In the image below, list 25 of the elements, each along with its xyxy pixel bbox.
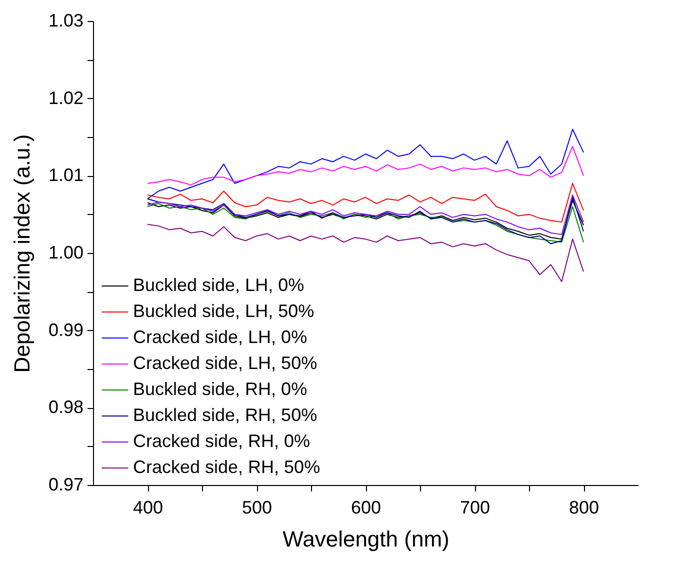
legend-label: Cracked side, LH, 50% — [133, 353, 318, 373]
x-axis-title: Wavelength (nm) — [282, 526, 450, 552]
x-tick-label: 500 — [242, 498, 272, 518]
y-tick-label: 1.00 — [48, 242, 84, 262]
y-tick-label: 0.99 — [48, 320, 84, 340]
y-tick-label: 0.97 — [48, 474, 84, 494]
y-tick-label: 0.98 — [48, 397, 84, 418]
y-tick-label: 1.03 — [48, 10, 84, 30]
y-axis-title: Depolarizing index (a.u.) — [9, 134, 34, 373]
legend-label: Buckled side, RH, 0% — [133, 379, 308, 399]
x-tick-label: 800 — [568, 498, 600, 518]
legend-label: Cracked side, RH, 50% — [133, 457, 320, 477]
x-tick-label: 700 — [460, 498, 490, 518]
y-tick-label: 1.02 — [48, 88, 84, 108]
legend-label: Cracked side, LH, 0% — [133, 327, 308, 347]
x-tick-label: 400 — [132, 498, 164, 518]
legend-label: Cracked side, RH, 0% — [133, 431, 310, 451]
line-series — [147, 182, 584, 223]
legend-label: Buckled side, LH, 0% — [133, 275, 304, 295]
line-series — [147, 128, 584, 200]
y-tick-label: 1.01 — [48, 165, 84, 186]
legend-label: Buckled side, RH, 50% — [133, 405, 318, 425]
x-tick-label: 600 — [350, 498, 382, 518]
line-series — [147, 146, 584, 186]
legend-label: Buckled side, LH, 50% — [133, 301, 314, 321]
